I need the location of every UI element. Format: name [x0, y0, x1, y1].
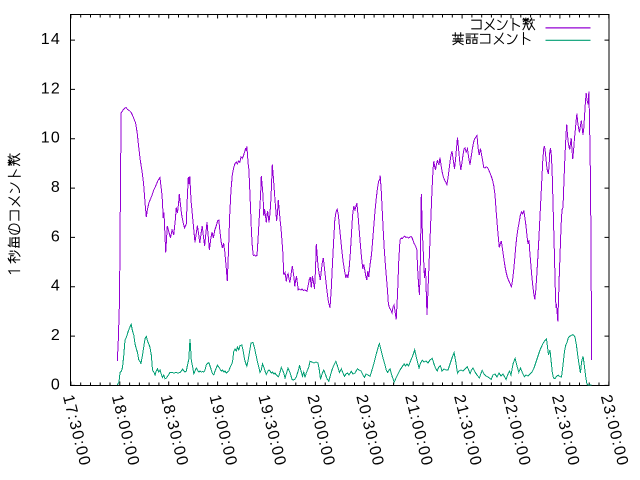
svg-text:2: 2 [51, 327, 61, 344]
svg-text:0: 0 [51, 376, 61, 393]
svg-text:6: 6 [51, 228, 61, 245]
svg-text:14: 14 [41, 31, 61, 48]
svg-text:12: 12 [41, 80, 61, 97]
svg-text:4: 4 [51, 278, 61, 295]
svg-text:10: 10 [41, 130, 61, 147]
svg-text:8: 8 [51, 179, 61, 196]
